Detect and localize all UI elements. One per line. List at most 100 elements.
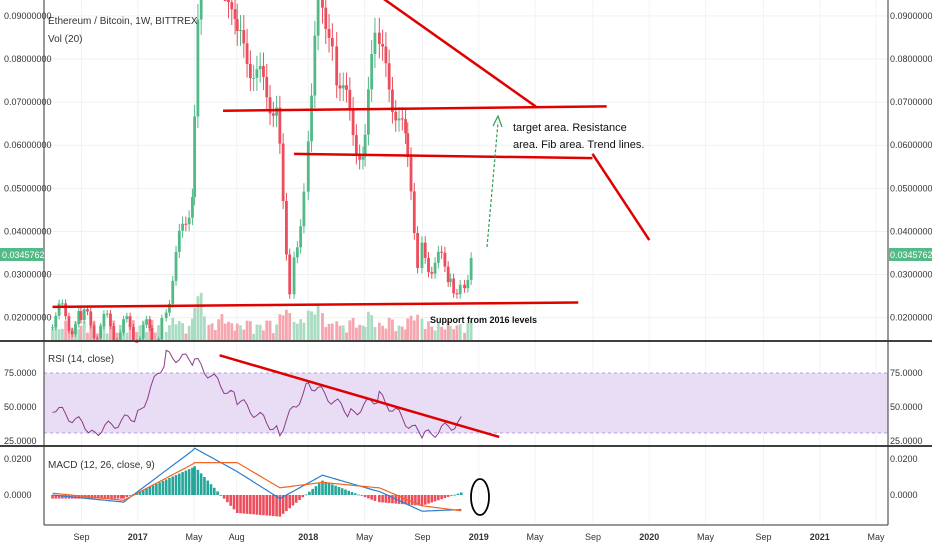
candle-body — [57, 303, 61, 316]
macd-hist-bar — [125, 495, 129, 498]
volume-bar — [115, 332, 119, 340]
macd-hist-bar — [410, 495, 414, 505]
volume-bar — [430, 326, 434, 340]
macd-hist-bar — [155, 483, 158, 495]
candle-body — [292, 257, 296, 295]
macd-hist-bar — [367, 495, 370, 499]
macd-hist-bar — [54, 495, 58, 499]
time-tick: May — [697, 532, 715, 542]
volume-bar — [128, 324, 132, 340]
price-tick-left: 0.03000000 — [4, 270, 52, 280]
price-badge-right-text: 0.03457622 — [890, 250, 932, 260]
candle-body — [420, 242, 424, 269]
macd-label: MACD (12, 26, close, 9) — [48, 460, 155, 471]
macd-hist-bar — [184, 470, 188, 495]
macd-hist-bar — [164, 479, 168, 495]
time-tick: Aug — [229, 532, 245, 542]
volume-bar — [239, 325, 242, 340]
macd-hist-bar — [51, 495, 54, 499]
candle-body — [313, 35, 317, 96]
rsi-band — [44, 373, 888, 433]
candle-body — [400, 118, 404, 120]
volume-bar — [330, 323, 334, 340]
candle-body — [255, 69, 259, 78]
candle-body — [341, 85, 345, 89]
candle-body — [227, 0, 230, 3]
annotation-target-line2: area. Fib area. Trend lines. — [513, 139, 644, 151]
macd-hist-bar — [255, 495, 259, 515]
volume-bar — [381, 325, 385, 340]
candle-body — [181, 223, 184, 231]
volume-bar — [404, 329, 407, 340]
volume-bar — [387, 317, 391, 340]
symbol-title: Ethereum / Bitcoin, 1W, BITTREX — [48, 16, 198, 27]
macd-hist-bar — [199, 473, 203, 495]
macd-hist-bar — [427, 495, 430, 504]
volume-bar — [164, 331, 168, 340]
rsi-line — [52, 349, 462, 440]
volume-bar — [416, 314, 419, 340]
price-tick-left: 0.04000000 — [4, 226, 52, 236]
macd-hist-bar — [120, 495, 123, 499]
volume-bar — [54, 320, 58, 340]
macd-hist-bar — [285, 495, 288, 512]
volume-bar — [324, 327, 328, 340]
price-axis-ticks: 0.09000000 0.09000000 0.08000000 0.08000000… — [4, 11, 932, 323]
macd-hist-bar — [158, 482, 161, 495]
candle-body — [171, 280, 175, 304]
candle-body — [74, 324, 77, 335]
time-tick: 2019 — [469, 532, 489, 542]
target-arrow — [486, 114, 503, 248]
volume-bar — [235, 323, 239, 340]
macd-hist-bar — [340, 488, 344, 495]
candle-body — [316, 0, 320, 36]
candle-body — [148, 319, 152, 328]
candle-body — [363, 134, 367, 157]
volume-bar — [67, 328, 71, 340]
candle-body — [128, 316, 132, 327]
rsi-label: RSI (14, close) — [48, 354, 114, 365]
macd-hist-bar — [324, 481, 328, 495]
macd-hist-bar — [404, 495, 407, 505]
candle-body — [381, 43, 385, 47]
volume-bar — [427, 321, 430, 340]
volume-bar — [306, 310, 310, 340]
trend-line-resistance-lower — [294, 152, 593, 160]
candle-body — [295, 247, 299, 258]
candle-body — [89, 311, 93, 326]
candle-body — [157, 339, 160, 341]
candle-body — [299, 226, 303, 248]
candle-body — [230, 2, 234, 10]
macd-hist-bar — [100, 495, 104, 499]
volume-bar — [455, 325, 459, 340]
volume-bar — [391, 319, 394, 340]
candle-body — [245, 43, 249, 65]
volume-bar — [193, 307, 197, 340]
candle-body — [125, 316, 129, 320]
candle-body — [345, 85, 348, 90]
trend-lines[interactable] — [52, 0, 651, 439]
candle-body — [174, 251, 178, 281]
volume-bar — [341, 325, 345, 340]
price-tick-left: 0.05000000 — [4, 183, 52, 193]
macd-hist-bar — [268, 495, 272, 516]
candle-body — [324, 7, 328, 29]
macd-hist-bar — [391, 495, 394, 504]
candle-body — [184, 223, 188, 225]
candle-body — [262, 66, 265, 77]
volume-bar — [469, 320, 473, 340]
candle-body — [199, 0, 203, 20]
volume-bar — [265, 320, 269, 340]
macd-hist-bar — [222, 495, 226, 499]
candle-body — [327, 28, 331, 38]
macd-hist-bar — [453, 494, 457, 496]
candle-body — [268, 97, 272, 114]
macd-hist-bar — [281, 495, 285, 514]
price-badge-right: 0.03457622 — [889, 248, 932, 261]
macd-hist-bar — [275, 495, 278, 517]
macd-hist-bar — [278, 495, 282, 517]
volume-bar — [295, 323, 299, 340]
candle-body — [233, 9, 237, 20]
volume-bar — [135, 331, 139, 340]
